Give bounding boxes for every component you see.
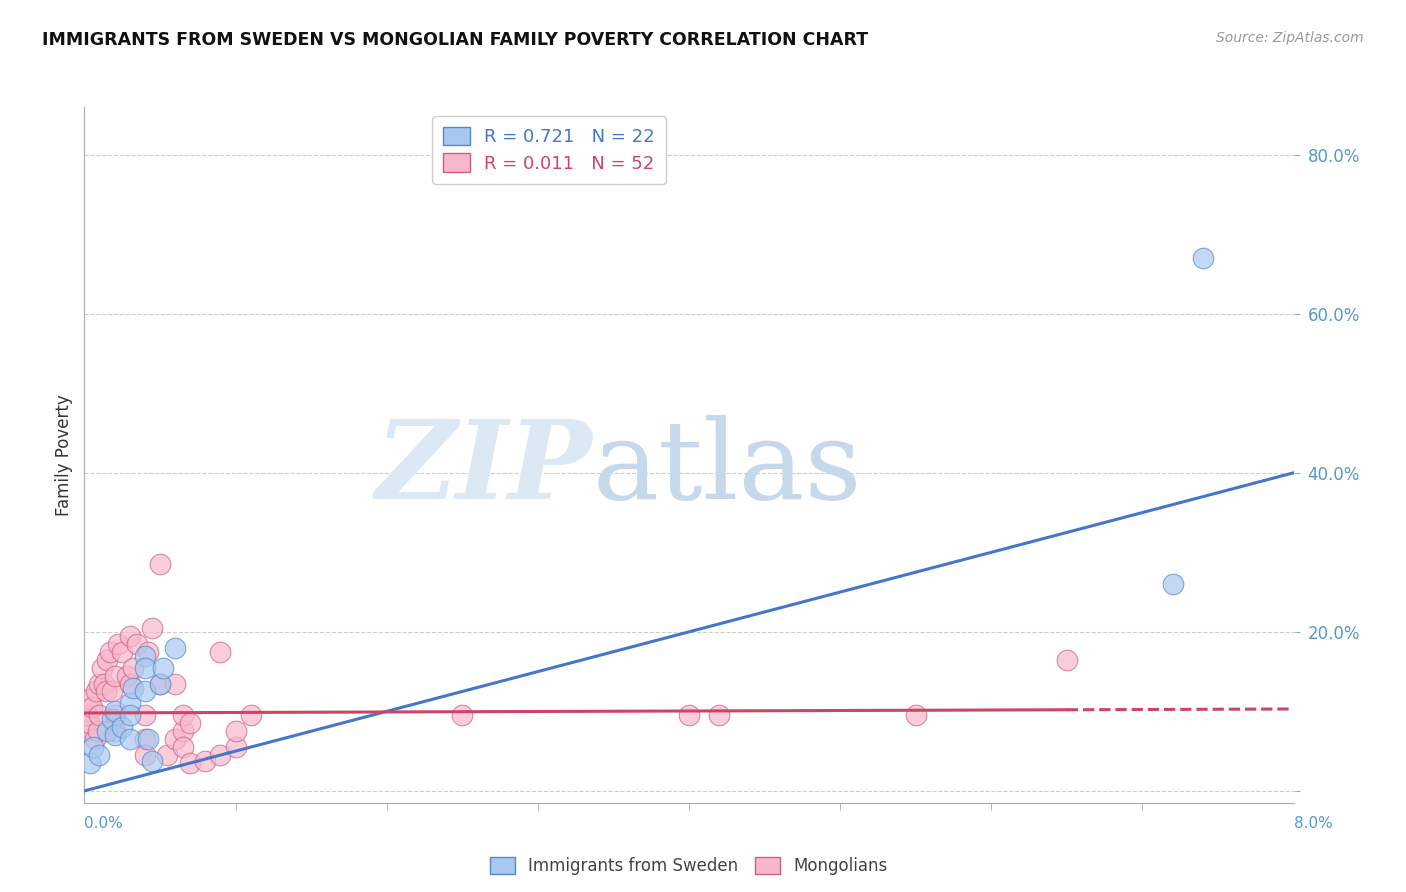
Point — [194, 754, 217, 768]
Point — [141, 754, 163, 768]
Point — [118, 708, 141, 723]
Point — [179, 716, 201, 731]
Point — [149, 558, 172, 572]
Point — [94, 684, 117, 698]
Point — [75, 724, 97, 739]
Point — [1192, 251, 1215, 265]
Point — [121, 681, 143, 695]
Point — [149, 676, 172, 690]
Point — [96, 653, 118, 667]
Point — [115, 668, 138, 682]
Point — [225, 740, 247, 755]
Point — [76, 708, 98, 723]
Point — [904, 708, 927, 723]
Point — [89, 748, 111, 763]
Point — [111, 720, 134, 734]
Point — [118, 697, 141, 711]
Point — [79, 756, 101, 770]
Point — [451, 708, 474, 723]
Y-axis label: Family Poverty: Family Poverty — [55, 394, 73, 516]
Point — [80, 700, 103, 714]
Point — [134, 648, 156, 663]
Point — [165, 640, 187, 655]
Point — [100, 712, 122, 726]
Point — [678, 708, 700, 723]
Point — [152, 660, 174, 674]
Point — [134, 732, 156, 747]
Point — [172, 708, 194, 723]
Point — [127, 637, 149, 651]
Point — [209, 748, 232, 763]
Text: ZIP: ZIP — [375, 415, 592, 523]
Point — [172, 740, 194, 755]
Point — [165, 732, 187, 747]
Point — [209, 645, 232, 659]
Point — [179, 756, 201, 770]
Point — [89, 708, 111, 723]
Point — [134, 684, 156, 698]
Point — [111, 645, 134, 659]
Point — [136, 732, 159, 747]
Text: Source: ZipAtlas.com: Source: ZipAtlas.com — [1216, 31, 1364, 45]
Point — [1056, 653, 1078, 667]
Point — [1161, 577, 1184, 591]
Text: atlas: atlas — [592, 416, 862, 523]
Point — [87, 724, 110, 739]
Point — [104, 728, 127, 742]
Point — [134, 748, 156, 763]
Point — [104, 704, 127, 718]
Point — [104, 708, 127, 723]
Point — [239, 708, 262, 723]
Point — [172, 724, 194, 739]
Point — [134, 708, 156, 723]
Point — [82, 740, 104, 755]
Point — [165, 676, 187, 690]
Point — [149, 676, 172, 690]
Point — [118, 732, 141, 747]
Point — [107, 637, 129, 651]
Point — [86, 684, 108, 698]
Text: 8.0%: 8.0% — [1294, 816, 1333, 831]
Text: 0.0%: 0.0% — [84, 816, 124, 831]
Point — [104, 724, 127, 739]
Legend: Immigrants from Sweden, Mongolians: Immigrants from Sweden, Mongolians — [479, 847, 898, 885]
Point — [91, 660, 114, 674]
Point — [79, 692, 101, 706]
Point — [98, 645, 121, 659]
Point — [141, 621, 163, 635]
Point — [118, 629, 141, 643]
Point — [709, 708, 731, 723]
Point — [118, 676, 141, 690]
Point — [121, 660, 143, 674]
Point — [134, 660, 156, 674]
Point — [136, 645, 159, 659]
Point — [77, 716, 100, 731]
Text: IMMIGRANTS FROM SWEDEN VS MONGOLIAN FAMILY POVERTY CORRELATION CHART: IMMIGRANTS FROM SWEDEN VS MONGOLIAN FAMI… — [42, 31, 869, 49]
Point — [84, 732, 107, 747]
Point — [96, 724, 118, 739]
Point — [104, 668, 127, 682]
Point — [89, 676, 111, 690]
Point — [93, 676, 115, 690]
Point — [100, 684, 122, 698]
Point — [156, 748, 179, 763]
Point — [225, 724, 247, 739]
